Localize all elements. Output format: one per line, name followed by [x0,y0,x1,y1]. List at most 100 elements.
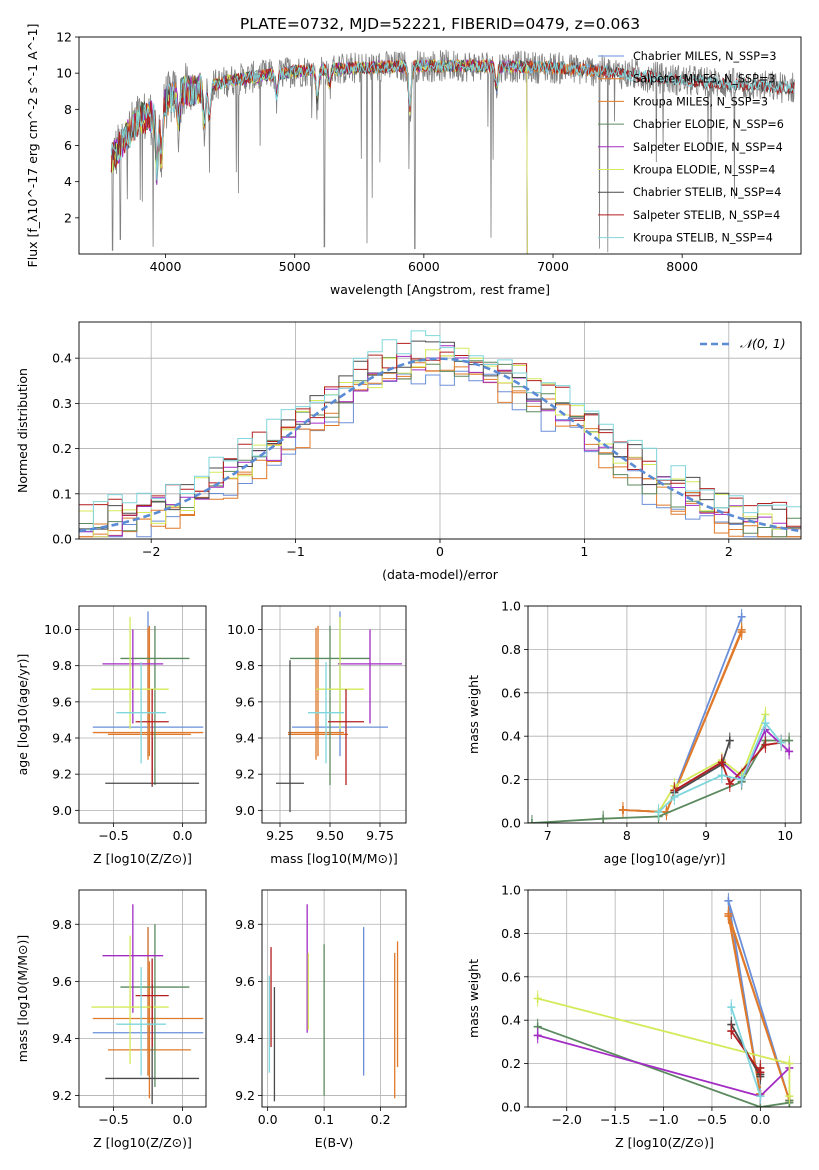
weight-point [533,994,542,1003]
weight-point [717,771,726,780]
ebv-mass-xtick-label: 0.0 [258,1112,278,1127]
mass-age-xtick-label: 9.25 [266,828,294,843]
z-mass-ytick-label: 9.4 [52,1031,72,1046]
z-weight-ylabel: mass weight [466,959,481,1038]
weight-point [785,736,794,745]
spectrum-xtick-label: 8000 [666,259,698,274]
age-weight-ytick-label: 0.8 [501,642,521,657]
residuals-ytick-label: 0.4 [52,351,72,366]
weight-point [761,719,770,728]
ebv-mass-ytick-label: 9.2 [235,1088,255,1103]
legend-entry: Chabrier STELIB, N_SSP=4 [633,186,781,199]
weight-point [725,779,734,788]
residuals-legend: 𝒩(0, 1) [700,336,786,351]
spectrum-plot-area [110,49,795,254]
age-weight-xtick-label: 7 [544,828,552,843]
age-weight-plot-area [528,608,794,823]
z-mass-grid [79,890,206,1107]
residuals-ytick-label: 0.1 [52,486,72,501]
spectrum-xlabel: wavelength [Angstrom, rest frame] [330,282,550,297]
ebv-mass-grid [262,890,406,1107]
z-age-plot-area [91,611,204,787]
z-mass-ytick-label: 9.2 [52,1088,72,1103]
weight-point [533,1031,542,1040]
legend-entry: Salpeter ELODIE, N_SSP=4 [633,141,783,154]
legend-entry: Salpeter MILES, N_SSP=3 [633,73,775,86]
residuals-ylabel: Normed distribution [15,368,30,493]
weight-point [756,1092,765,1101]
spectrum-ylabel: Flux [f_λ10^-17 erg cm^-2 s^-1 A^-1] [25,24,40,268]
residuals-ytick-label: 0.3 [52,396,72,411]
mass-age-xtick-label: 9.50 [316,828,344,843]
z-age-axes-frame [78,605,207,824]
z-mass-axes-frame [78,889,207,1108]
z-mass-ytick-label: 9.6 [52,974,72,989]
age-weight-ytick-label: 1.0 [501,599,521,614]
mass-age-ytick-label: 9.8 [235,658,255,673]
age-weight-xtick-label: 10 [777,828,793,843]
age-weight-grid [528,605,801,824]
age-weight-ytick-label: 0.2 [501,772,521,787]
z-weight-xtick-label: −0.5 [697,1112,727,1127]
age-weight-ytick-label: 0.6 [501,685,521,700]
spectrum-xtick-label: 6000 [408,259,440,274]
mass-age-plot-area [276,611,402,813]
weight-point [727,1027,736,1036]
ebv-mass-ytick-label: 9.6 [235,974,255,989]
residuals-xtick-label: 0 [436,544,444,559]
mass-age-xlabel: mass [log10(M/M⊙)] [270,851,398,866]
z-weight-axes-frame [527,889,802,1108]
mass-age-grid [262,606,406,823]
weight-point [599,814,608,823]
spectrum-xtick-label: 4000 [150,259,182,274]
z-weight-xtick-label: −1.0 [648,1112,678,1127]
z-weight-ytick-label: 0.2 [501,1056,521,1071]
z-age-grid [79,606,206,823]
weight-line [730,1006,762,1097]
residuals-plot-area [79,330,801,538]
z-mass-xlabel: Z [log10(Z/Z⊙)] [93,1135,192,1150]
panel-z-weight: −2.0 −1.5 −1.0 −0.5 0.0 0.0 0.2 0.4 0.6 0.8 1.0 Z [… [466,883,802,1150]
z-age-ytick-label: 9.8 [52,658,72,673]
weight-line [622,616,743,814]
z-age-xtick-label: 0.0 [173,828,193,843]
panel-age-weight: 7 8 9 10 0.0 0.2 0.4 0.6 0.8 1.0 age [log10(age/yr… [466,599,802,866]
weight-point [785,1092,794,1101]
mass-age-ytick-label: 9.4 [235,731,255,746]
z-mass-plot-area [91,904,204,1105]
age-weight-ytick-label: 0.4 [501,729,521,744]
weight-point [717,758,726,767]
residual-histogram [79,330,801,531]
z-age-ylabel: age [log10(age/yr)] [15,654,30,776]
spectrum-ytick-label: 10 [56,66,72,81]
z-weight-ytick-label: 0.6 [501,969,521,984]
panel-mass-age: 9.25 9.50 9.75 9.0 9.2 9.4 9.6 9.8 10.0 mass [log… [227,605,407,866]
weight-point [761,740,770,749]
weight-point [618,805,627,814]
z-mass-ylabel: mass [log10(M/M⊙)] [15,935,30,1063]
legend-entry: Chabrier ELODIE, N_SSP=6 [633,118,784,131]
z-age-xlabel: Z [log10(Z/Z⊙)] [93,851,192,866]
residuals-xlabel: (data-model)/error [382,567,499,582]
residuals-xtick-label: 1 [580,544,588,559]
ebv-mass-xlabel: E(B-V) [315,1135,354,1150]
legend-entry: 𝒩(0, 1) [740,336,786,351]
legend-entry: Kroupa ELODIE, N_SSP=4 [633,164,775,177]
z-age-ytick-label: 9.4 [52,731,72,746]
residuals-xtick-label: −1 [286,544,304,559]
age-weight-ylabel: mass weight [466,675,481,754]
z-weight-ytick-label: 0.0 [501,1100,521,1115]
weight-point [777,738,786,747]
spectrum-ytick-label: 4 [64,174,72,189]
panel-ebv-mass: 0.0 0.1 0.2 9.2 9.4 9.6 9.8 E(B-V) [235,889,407,1150]
legend-entry: Chabrier MILES, N_SSP=3 [633,50,776,63]
z-weight-ytick-label: 0.4 [501,1013,521,1028]
spectrum-ytick-label: 6 [64,138,72,153]
ebv-mass-xtick-label: 0.1 [314,1112,334,1127]
mass-age-ytick-label: 10.0 [227,622,255,637]
weight-point [785,747,794,756]
weight-line [657,721,782,813]
residuals-ytick-label: 0.0 [52,532,72,547]
z-weight-xtick-label: −2.0 [552,1112,582,1127]
